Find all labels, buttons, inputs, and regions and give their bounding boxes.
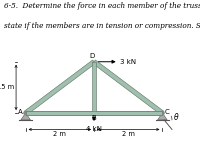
Text: 6-5.  Determine the force in each member of the truss, and: 6-5. Determine the force in each member …	[4, 2, 200, 10]
Text: C: C	[165, 109, 170, 115]
Text: state if the members are in tension or compression. Set θ = 0°.: state if the members are in tension or c…	[4, 22, 200, 30]
Text: A: A	[18, 109, 23, 115]
Text: D: D	[89, 53, 95, 59]
Text: $\theta$: $\theta$	[173, 111, 179, 122]
Polygon shape	[92, 62, 96, 113]
Polygon shape	[24, 60, 95, 115]
Text: 1.5 m: 1.5 m	[0, 84, 14, 90]
Polygon shape	[26, 111, 94, 115]
Text: 2 m: 2 m	[53, 132, 66, 137]
Polygon shape	[21, 113, 30, 120]
Text: 4 kN: 4 kN	[86, 126, 102, 132]
Text: 3 kN: 3 kN	[120, 59, 136, 65]
Text: B: B	[92, 115, 96, 121]
Polygon shape	[26, 111, 162, 115]
Polygon shape	[93, 60, 164, 115]
Text: 2 m: 2 m	[122, 132, 135, 137]
Circle shape	[24, 111, 27, 115]
Polygon shape	[158, 113, 167, 120]
Polygon shape	[94, 111, 162, 115]
Circle shape	[161, 111, 164, 115]
